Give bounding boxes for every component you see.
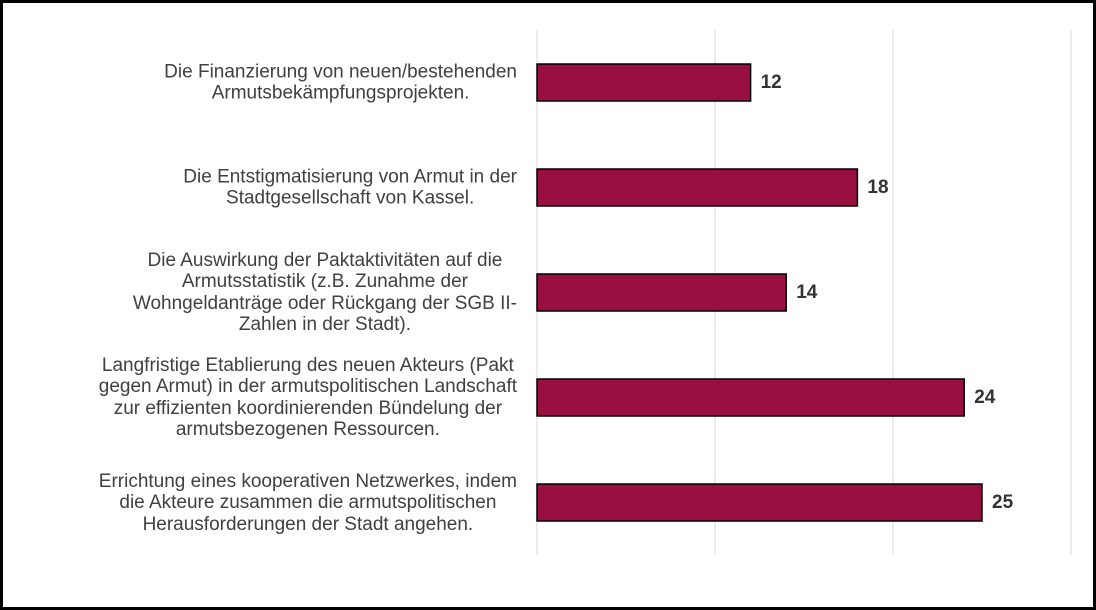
value-label: 18: [867, 176, 889, 198]
plot: [536, 30, 1072, 555]
category-label: Die Finanzierung von neuen/bestehenden A…: [164, 61, 517, 104]
category-label: Die Auswirkung der Paktaktivitäten auf d…: [132, 249, 517, 336]
category-label: Errichtung eines kooperativen Netzwerkes…: [98, 470, 517, 535]
value-label: 14: [796, 281, 818, 303]
category-label: Die Entstigmatisierung von Armut in der …: [183, 166, 517, 209]
bar: [536, 273, 787, 312]
value-label: 12: [760, 71, 782, 93]
bar: [536, 63, 752, 102]
bar: [536, 168, 859, 207]
value-label: 24: [974, 386, 996, 408]
category-label: Langfristige Etablierung des neuen Akteu…: [98, 354, 517, 441]
bar: [536, 378, 965, 417]
bar: [536, 483, 983, 522]
value-label: 25: [992, 491, 1014, 513]
